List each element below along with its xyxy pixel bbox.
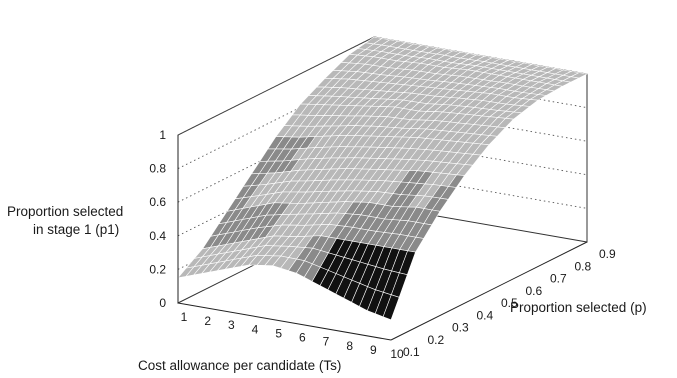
z-tick-label-0: 0 bbox=[159, 296, 166, 310]
z-gridline-3 bbox=[177, 103, 588, 203]
y-tick-labels: 0.1 0.2 0.3 0.4 0.5 0.6 0.7 0.8 0.9 bbox=[403, 247, 616, 359]
surface-cell bbox=[382, 294, 400, 321]
x-axis-title: Cost allowance per candidate (Ts) bbox=[138, 358, 341, 373]
x-tick-label-7: 8 bbox=[346, 339, 353, 353]
x-tick-label-2: 3 bbox=[228, 318, 235, 332]
x-tick-label-8: 9 bbox=[370, 343, 377, 357]
z-tick-label-4: 0.8 bbox=[149, 162, 166, 176]
x-tick-label-9: 10 bbox=[390, 347, 404, 361]
z-tick-label-1: 0.2 bbox=[149, 262, 166, 276]
y-tick-label-7: 0.8 bbox=[575, 259, 592, 273]
z-tick-label-5: 1 bbox=[159, 128, 166, 142]
y-tick-label-6: 0.7 bbox=[550, 272, 567, 286]
x-tick-label-6: 7 bbox=[323, 335, 330, 349]
z-axis-title-line-1: Proportion selected bbox=[7, 204, 123, 219]
x-tick-labels: 1 2 3 4 5 6 7 8 9 10 bbox=[181, 310, 404, 361]
x-tick-label-1: 2 bbox=[204, 314, 211, 328]
y-tick-label-0: 0.1 bbox=[403, 345, 420, 359]
y-axis-line bbox=[390, 241, 588, 341]
y-tick-label-3: 0.4 bbox=[477, 308, 494, 322]
y-tick-label-8: 0.9 bbox=[599, 247, 616, 261]
x-axis-line bbox=[177, 302, 392, 341]
axis-lines bbox=[177, 135, 588, 341]
surface bbox=[177, 36, 588, 321]
z-tick-label-3: 0.6 bbox=[149, 195, 166, 209]
x-tick-label-4: 5 bbox=[275, 326, 282, 340]
x-tick-label-0: 1 bbox=[181, 310, 188, 324]
z-gridline-5 bbox=[177, 36, 588, 136]
y-axis-title: Proportion selected (p) bbox=[510, 300, 647, 315]
z-gridline-4 bbox=[177, 70, 588, 170]
z-tick-label-2: 0.4 bbox=[149, 229, 166, 243]
x-tick-label-3: 4 bbox=[252, 322, 259, 336]
z-tick-labels: 0 0.2 0.4 0.6 0.8 1 bbox=[149, 128, 166, 310]
z-axis-title-line-2: in stage 1 (p1) bbox=[33, 222, 119, 237]
x-tick-label-5: 6 bbox=[299, 331, 306, 345]
y-tick-label-2: 0.3 bbox=[452, 321, 469, 335]
y-tick-label-5: 0.6 bbox=[526, 284, 543, 298]
y-tick-label-1: 0.2 bbox=[428, 333, 445, 347]
y-tick-label-4: 0.5 bbox=[501, 296, 518, 310]
